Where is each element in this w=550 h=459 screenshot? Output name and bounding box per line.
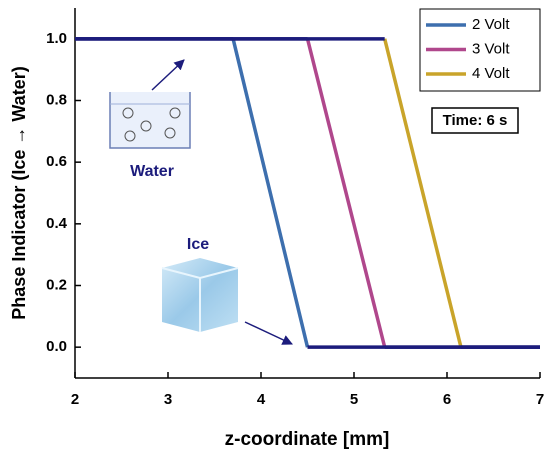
x-tick-label: 3: [164, 391, 172, 408]
y-tick-label: 1.0: [46, 30, 67, 47]
x-tick-label: 7: [536, 391, 544, 408]
y-tick-label: 0.0: [46, 338, 67, 355]
y-tick-label: 0.2: [46, 276, 67, 293]
x-tick-label: 5: [350, 391, 358, 408]
arrow: [244, 321, 293, 345]
arrow: [151, 59, 185, 91]
x-tick-label: 2: [71, 391, 79, 408]
time-box: [431, 107, 519, 134]
water-icon: [109, 92, 191, 149]
y-tick-label: 0.6: [46, 153, 67, 170]
x-tick-label: 6: [443, 391, 451, 408]
y-axis-title: Phase Indicator (Ice → Water): [9, 66, 29, 319]
y-tick-label: 0.4: [46, 215, 68, 232]
ice-label: Ice: [187, 236, 209, 253]
water-label: Water: [130, 163, 174, 180]
legend-label: 3 Volt: [472, 40, 510, 57]
x-axis-title: z-coordinate [mm]: [225, 429, 390, 450]
ice-icon: [161, 258, 239, 332]
x-tick-label: 4: [257, 391, 266, 408]
series-line: [231, 38, 310, 348]
time-label: Time: 6 s: [443, 112, 508, 129]
legend-label: 2 Volt: [472, 16, 510, 33]
legend-label: 4 Volt: [472, 65, 510, 82]
y-tick-label: 0.8: [46, 91, 67, 108]
series-line: [382, 38, 463, 348]
series-line: [305, 38, 387, 348]
